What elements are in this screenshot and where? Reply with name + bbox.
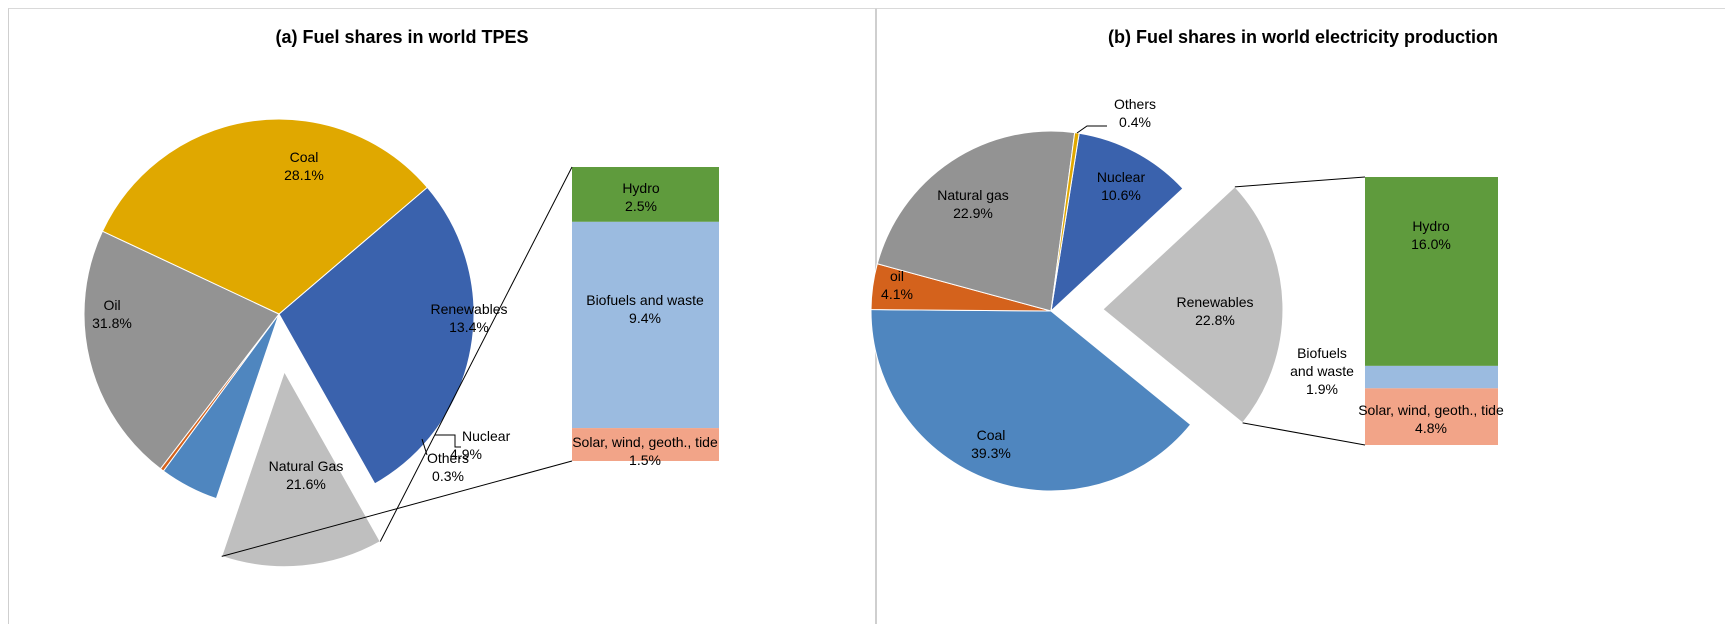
slice-label-oil: Oil 31.8% [92,297,132,331]
slice-label-coal: Coal 39.3% [971,427,1011,461]
slice-value-nuclear: 4.9% [450,446,482,462]
chart-title: (b) Fuel shares in world electricity pro… [1108,27,1498,47]
bar-label-solar-wind-geoth-tide: Solar, wind, geoth., tide 4.8% [1358,402,1504,436]
connector-line-bottom [221,460,573,557]
bar-label-biofuels-and-waste: Biofuels and waste 9.4% [586,292,704,326]
chart-panel-tpes: (a) Fuel shares in world TPES Coal 28.1% Re… [8,8,876,624]
breakdown-bar [1365,177,1498,445]
bar-segment-biofuels-and-waste [572,221,719,429]
slice-label-nuclear: Nuclear [462,428,511,444]
slice-renewables [1102,186,1284,424]
slice-label-oil: oil 4.1% [881,268,913,302]
chart-electricity: (b) Fuel shares in world electricity pro… [870,27,1504,492]
breakdown-bar [572,167,719,461]
slice-label-others: Others 0.4% [1114,96,1156,130]
chart-tpes: (a) Fuel shares in world TPES Coal 28.1% Re… [83,27,719,568]
leader-line-others [1076,125,1107,134]
bar-segment-hydro [572,167,719,222]
chart-panel-electricity: (b) Fuel shares in world electricity pro… [870,8,1725,624]
leader-line-others [421,438,428,456]
bar-label-biofuels-and-waste: Biofuels and waste 1.9% [1290,345,1354,397]
bar-segment-solar-wind-geoth-tide [1365,388,1498,445]
slice-natural-gas [83,230,280,470]
slice-nuclear [1050,132,1184,313]
bar-label-solar-wind-geoth-tide: Solar, wind, geoth., tide 1.5% [572,434,718,468]
slice-coal [278,186,475,485]
connector-line-top [1234,176,1366,188]
pie [83,118,475,568]
slice-label-renewables: Renewables 22.8% [1176,294,1253,328]
slice-coal [870,309,1192,492]
slice-label-renewables: Renewables 13.4% [430,301,507,335]
slice-natural-gas [876,130,1076,312]
slice-label-natural-gas: Natural Gas 21.6% [269,458,344,492]
pie [870,130,1284,492]
slice-renewables [221,370,381,568]
bar-label-hydro: Hydro 2.5% [622,180,660,214]
leader-line-nuclear [435,434,461,448]
connector-line-top [379,166,573,542]
slice-label-natural-gas: Natural gas 22.9% [937,187,1009,221]
chart-title: (a) Fuel shares in world TPES [275,27,528,47]
bar-segment-biofuels-and-waste [1365,365,1498,389]
slice-label-others: Others 0.3% [427,450,469,484]
slice-label-coal: Coal 28.1% [284,149,324,183]
bar-segment-solar-wind-geoth-tide [572,428,719,461]
bar-label-hydro: Hydro 16.0% [1411,218,1451,252]
connector-line-bottom [1242,422,1366,446]
bar-segment-hydro [1365,177,1498,366]
slice-label-nuclear: Nuclear 10.6% [1097,169,1146,203]
slice-oil [101,118,428,315]
